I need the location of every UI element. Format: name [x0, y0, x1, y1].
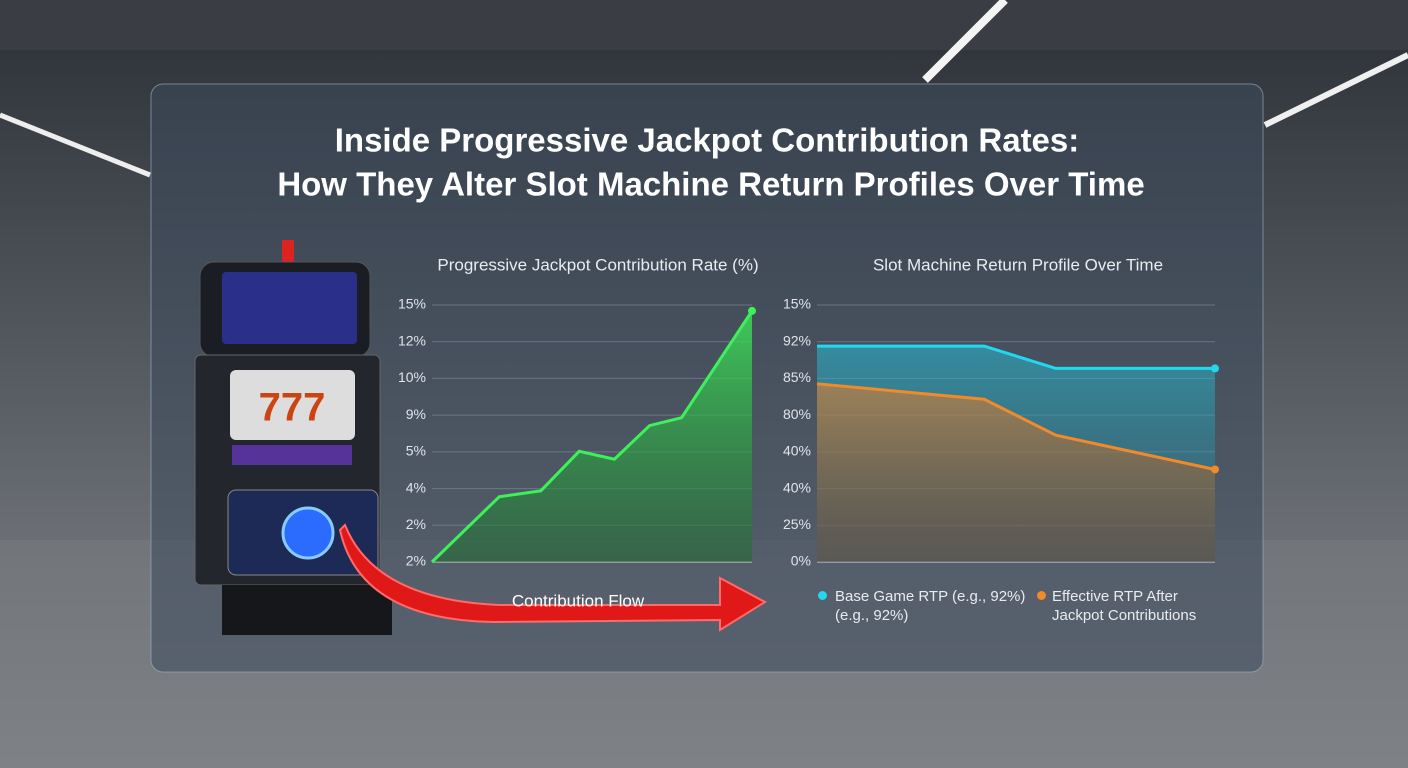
y-tick-label: 0%	[791, 553, 811, 569]
title-line: How They Alter Slot Machine Return Profi…	[277, 166, 1144, 203]
svg-text:777: 777	[259, 386, 326, 430]
line	[816, 382, 1216, 471]
area	[432, 310, 752, 562]
y-tick-label: 12%	[398, 332, 426, 348]
y-tick-label: 80%	[783, 406, 811, 422]
chart-title: Slot Machine Return Profile Over Time	[873, 255, 1163, 274]
y-tick-label: 2%	[406, 553, 426, 569]
legend-note: (e.g., 92%)	[835, 607, 909, 624]
flow-label: Contribution Flow	[512, 591, 645, 610]
legend-entry: Effective RTP After Jackpot Contribution…	[1052, 588, 1197, 624]
y-tick-label: 85%	[783, 369, 811, 385]
chart-title: Progressive Jackpot Contribution Rate (%…	[437, 255, 758, 274]
flow-arrow	[338, 523, 767, 632]
y-tick-label: 15%	[398, 296, 426, 312]
legend-entry: Base Game RTP (e.g., 92%) (e.g., 92%)	[835, 587, 1035, 625]
y-tick-label: 9%	[406, 406, 426, 422]
slot-machine: 777	[194, 240, 392, 635]
ceiling-light	[922, 0, 1008, 83]
title-line: Inside Progressive Jackpot Contribution …	[335, 122, 1080, 159]
y-tick-label: 40%	[783, 443, 811, 459]
legend-swatch	[1037, 591, 1046, 600]
y-tick-label: 2%	[406, 516, 426, 532]
legend-label: Base Game RTP (e.g., 92%)	[835, 588, 1026, 605]
ceiling-light	[1263, 52, 1408, 128]
y-tick-label: 15%	[783, 296, 811, 312]
legend-swatch	[818, 591, 827, 600]
line	[430, 310, 754, 564]
y-tick-label: 92%	[783, 332, 811, 348]
y-tick-label: 5%	[406, 443, 426, 459]
y-tick-label: 10%	[398, 369, 426, 385]
area	[817, 383, 1215, 562]
end-point	[748, 306, 756, 315]
end-point	[1211, 465, 1219, 474]
end-point	[1211, 364, 1219, 373]
y-tick-label: 4%	[406, 479, 426, 495]
y-tick-label: 40%	[783, 479, 811, 495]
y-tick-label: 25%	[783, 516, 811, 532]
line	[817, 344, 1215, 370]
ceiling	[0, 0, 1408, 50]
ceiling-light	[0, 112, 151, 178]
